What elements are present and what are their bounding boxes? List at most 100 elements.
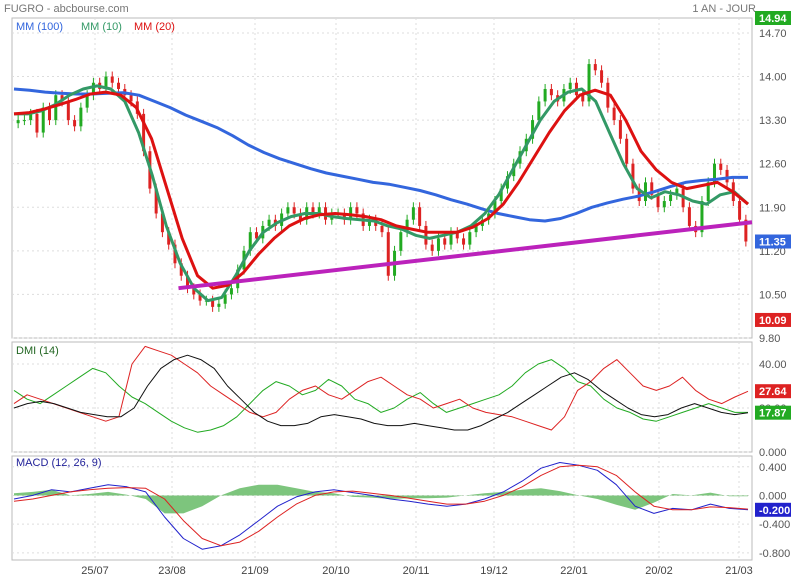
candle-down bbox=[455, 232, 459, 239]
candle-up bbox=[217, 303, 221, 307]
candle-up bbox=[399, 232, 403, 251]
candle-down bbox=[443, 238, 447, 245]
trendline bbox=[178, 220, 753, 291]
candle-down bbox=[73, 120, 77, 127]
candle-down bbox=[355, 207, 359, 214]
candle-down bbox=[650, 182, 654, 195]
chart-title: FUGRO - abcbourse.com bbox=[4, 3, 129, 15]
candle-up bbox=[675, 188, 679, 195]
candle-down bbox=[631, 163, 635, 189]
candle-down bbox=[380, 225, 384, 233]
candle-down bbox=[211, 300, 215, 307]
candle-down bbox=[311, 207, 315, 214]
candle-down bbox=[581, 95, 585, 102]
candle-up bbox=[449, 232, 453, 245]
candle-up bbox=[643, 182, 647, 202]
y-tick-label: 0.000 bbox=[759, 490, 787, 502]
candle-up bbox=[436, 238, 440, 251]
candle-up bbox=[22, 120, 26, 122]
candle-down bbox=[117, 82, 121, 89]
ma-line-2 bbox=[13, 88, 749, 290]
badge-low: 10.09 bbox=[759, 315, 787, 327]
x-tick-label: 22/01 bbox=[560, 565, 588, 577]
ma-line-1 bbox=[14, 84, 750, 303]
y-tick-label: 0.000 bbox=[759, 447, 787, 459]
candle-up bbox=[700, 201, 704, 233]
candle-down bbox=[342, 213, 346, 220]
x-tick-label: 20/10 bbox=[322, 565, 350, 577]
candle-up bbox=[531, 120, 535, 139]
candle-down bbox=[110, 76, 114, 83]
candle-up bbox=[41, 107, 45, 133]
y-tick-label: 11.90 bbox=[759, 202, 786, 214]
candle-down bbox=[719, 163, 723, 170]
y-tick-label: -0.400 bbox=[759, 519, 790, 531]
candle-up bbox=[367, 219, 371, 226]
candle-down bbox=[186, 275, 190, 289]
y-tick-label: -0.800 bbox=[759, 548, 790, 560]
candle-up bbox=[568, 82, 572, 89]
dmi-line-2 bbox=[13, 354, 749, 431]
candle-up bbox=[662, 201, 666, 208]
candle-down bbox=[160, 213, 164, 233]
candle-down bbox=[35, 113, 39, 133]
candle-up bbox=[229, 288, 233, 295]
candle-down bbox=[625, 138, 629, 164]
candle-up bbox=[29, 113, 33, 121]
badge-last-box bbox=[755, 234, 791, 249]
candle-down bbox=[192, 288, 196, 295]
candle-up bbox=[669, 194, 673, 202]
x-tick-label: 25/07 bbox=[81, 565, 109, 577]
legend-item: MM (20) bbox=[134, 21, 175, 33]
candle-down bbox=[430, 244, 434, 251]
candle-down bbox=[142, 113, 146, 152]
candle-down bbox=[462, 238, 466, 245]
candle-up bbox=[16, 120, 20, 124]
candle-up bbox=[405, 219, 409, 233]
x-tick-label: 19/12 bbox=[480, 565, 508, 577]
candle-down bbox=[593, 64, 597, 71]
x-tick-label: 20/02 bbox=[645, 565, 673, 577]
x-tick-label: 20/11 bbox=[403, 565, 430, 577]
candle-down bbox=[255, 232, 259, 239]
candle-down bbox=[298, 213, 302, 220]
badge-high: 14.94 bbox=[759, 13, 787, 25]
candle-up bbox=[505, 176, 509, 189]
candle-down bbox=[198, 294, 202, 301]
signal-line bbox=[13, 464, 749, 547]
candle-down bbox=[292, 207, 296, 214]
candle-up bbox=[587, 64, 591, 102]
candle-down bbox=[725, 169, 729, 183]
legend-item: MM (100) bbox=[16, 21, 63, 33]
candle-down bbox=[173, 244, 177, 264]
candle-up bbox=[223, 294, 227, 304]
macd-line bbox=[13, 462, 749, 550]
dmi-line-1 bbox=[13, 345, 749, 431]
badge-low-box bbox=[755, 312, 791, 327]
badge-di-minus-box bbox=[755, 384, 791, 399]
candle-up bbox=[474, 225, 478, 233]
y-tick-label: 40.00 bbox=[759, 359, 787, 371]
candle-up bbox=[85, 95, 89, 108]
badge-macd: -0.200 bbox=[759, 505, 790, 517]
candle-down bbox=[60, 95, 64, 102]
candle-up bbox=[248, 232, 252, 251]
panel-frame-0 bbox=[11, 17, 753, 339]
y-tick-label: 12.60 bbox=[759, 159, 787, 171]
candle-up bbox=[706, 182, 710, 202]
panel-frame-1 bbox=[11, 341, 753, 453]
y-tick-label: 10.50 bbox=[759, 289, 787, 301]
badge-high-box bbox=[755, 11, 791, 25]
y-tick-label: 14.70 bbox=[759, 28, 787, 40]
dmi-line-0 bbox=[13, 359, 748, 433]
candle-up bbox=[499, 188, 503, 202]
badge-macd-box bbox=[755, 502, 791, 517]
candle-down bbox=[66, 101, 70, 121]
candle-up bbox=[543, 88, 547, 102]
y-tick-label: 0.400 bbox=[759, 462, 787, 474]
candle-up bbox=[54, 95, 58, 121]
candle-down bbox=[549, 88, 553, 96]
badge-last: 11.35 bbox=[759, 237, 786, 249]
candle-down bbox=[744, 219, 748, 242]
